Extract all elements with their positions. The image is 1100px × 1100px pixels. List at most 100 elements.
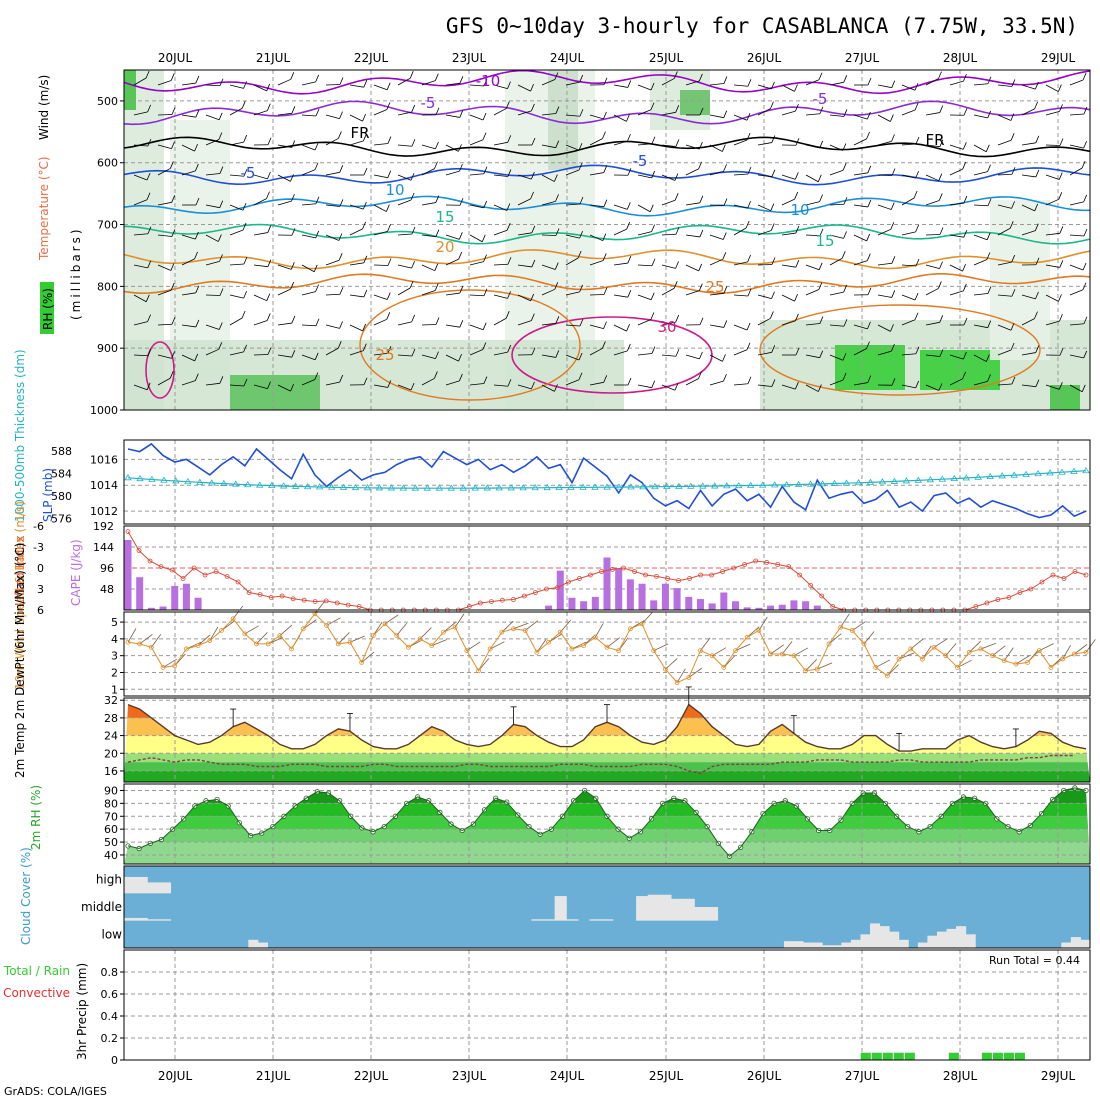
wind-barb-flag bbox=[626, 221, 631, 230]
wind-barb bbox=[877, 114, 891, 122]
isotherm-label: -5 bbox=[421, 94, 436, 112]
cloud-frame bbox=[123, 865, 1091, 949]
cloud-block bbox=[542, 919, 556, 921]
wind-barb-flag bbox=[578, 162, 583, 171]
wind-barb-flag bbox=[698, 371, 702, 379]
wind10m-panel: 1 2 3 4 5 10m Wind Speed & Barbs (m/s) bbox=[13, 501, 1096, 697]
wind-barb-flag bbox=[626, 114, 630, 122]
wind-barb bbox=[301, 291, 316, 296]
li-marker bbox=[125, 529, 131, 534]
cape-bar bbox=[615, 568, 623, 610]
wind-barb bbox=[157, 234, 172, 237]
wind-barb-flag bbox=[771, 291, 775, 299]
wind-barb bbox=[373, 352, 388, 356]
wind-barb bbox=[277, 384, 291, 392]
wind-barb-flag bbox=[699, 317, 704, 325]
wind-barb-flag bbox=[435, 229, 440, 237]
wind-barb bbox=[709, 292, 724, 296]
wind-barb bbox=[901, 384, 916, 389]
wind-barb bbox=[277, 322, 292, 326]
wind-barb bbox=[613, 204, 628, 210]
wind10m-marker bbox=[861, 641, 867, 647]
wind-barb bbox=[901, 197, 915, 206]
wind-barb bbox=[349, 140, 364, 146]
cape-bar bbox=[638, 583, 646, 610]
cloud-block bbox=[822, 945, 833, 948]
wind-barb bbox=[925, 174, 939, 182]
wind10m-marker bbox=[557, 629, 563, 635]
isotherm-line bbox=[123, 273, 1091, 295]
wind-barb-flag bbox=[723, 286, 728, 294]
wind-barb-flag bbox=[891, 134, 895, 142]
wind-barb-flag bbox=[819, 140, 824, 149]
wind-barb bbox=[301, 264, 315, 273]
wind-barb bbox=[565, 324, 580, 327]
cloud-block bbox=[589, 919, 602, 921]
wind-barb-flag bbox=[243, 290, 248, 299]
wind10m-barb bbox=[852, 621, 866, 631]
wind-barb-flag bbox=[938, 71, 942, 79]
wind-barb bbox=[973, 171, 988, 176]
wind-barb-flag bbox=[531, 347, 536, 355]
cloud-block bbox=[566, 919, 579, 921]
wind-barb-flag bbox=[891, 290, 896, 298]
wind-barb bbox=[613, 84, 628, 88]
wind-barb bbox=[925, 288, 939, 296]
wind-barb bbox=[373, 318, 387, 326]
wind-barb bbox=[589, 234, 603, 242]
cloud-block bbox=[554, 896, 567, 921]
wind10m-marker bbox=[627, 626, 633, 632]
wind-barb-flag bbox=[819, 350, 824, 358]
wind-barb-flag bbox=[1081, 384, 1086, 392]
wind-barb-flag bbox=[1011, 167, 1016, 175]
wind-barb bbox=[1045, 232, 1060, 236]
wind-barb-flag bbox=[267, 137, 272, 145]
wind-barb bbox=[301, 81, 316, 86]
cloud-block bbox=[135, 917, 148, 921]
wind-barb-flag bbox=[435, 351, 439, 359]
wind-barb-flag bbox=[386, 102, 391, 110]
wind-barb bbox=[445, 324, 460, 328]
rh-axis-label: RH (%) bbox=[41, 288, 55, 330]
wind-barb-flag bbox=[1035, 81, 1039, 90]
wind-barb bbox=[1069, 384, 1083, 393]
wind-barb bbox=[589, 114, 604, 120]
wind-barb bbox=[541, 200, 556, 206]
wind-barb-flag bbox=[891, 80, 896, 88]
wind-barb-flag bbox=[842, 163, 847, 171]
wind-barb bbox=[829, 203, 845, 206]
wind10m-marker bbox=[733, 648, 738, 654]
wind-barb-flag bbox=[627, 290, 632, 298]
wind-barb-flag bbox=[555, 228, 560, 236]
wind-barb-flag bbox=[458, 353, 462, 362]
isotherm-label: 25 bbox=[375, 346, 394, 364]
wind-barb bbox=[877, 140, 892, 146]
wind-barb-flag bbox=[771, 135, 776, 143]
wind-barb-flag bbox=[555, 350, 560, 358]
li-marker bbox=[588, 572, 593, 578]
wind10m-marker bbox=[452, 624, 458, 630]
wind-barb-flag bbox=[843, 319, 848, 327]
li-marker bbox=[731, 565, 737, 571]
wind-barb bbox=[445, 292, 460, 296]
wind-barb-flag bbox=[963, 283, 967, 292]
wind10m-marker bbox=[1001, 658, 1007, 664]
wind-barb-flag bbox=[434, 263, 439, 271]
wind-barb-flag bbox=[771, 257, 776, 265]
li-marker bbox=[577, 576, 582, 581]
wind-barb bbox=[661, 233, 677, 236]
wind-barb-flag bbox=[507, 135, 512, 143]
wind10m-marker bbox=[884, 673, 890, 679]
wind-barb-flag bbox=[194, 373, 199, 381]
wind-barb bbox=[397, 264, 412, 269]
wind-barb-flag bbox=[674, 173, 679, 181]
wind-barb-flag bbox=[651, 380, 656, 388]
wind-barb bbox=[469, 139, 484, 146]
wind-barb bbox=[1069, 264, 1084, 271]
wind-barb-flag bbox=[867, 165, 872, 173]
wind-barb-flag bbox=[866, 253, 871, 261]
wind10m-marker bbox=[534, 649, 540, 655]
precip-axis-label: 3hr Precip (mm) bbox=[75, 963, 89, 1060]
wind-barb bbox=[301, 203, 316, 206]
wind-barb bbox=[661, 174, 676, 181]
